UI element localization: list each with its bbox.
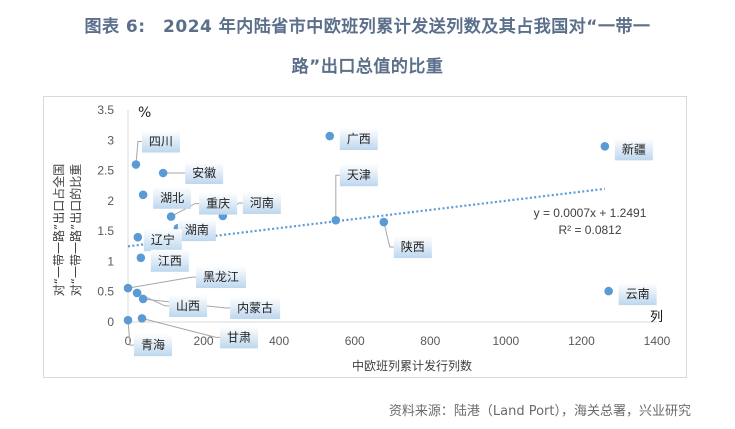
- svg-text:湖北: 湖北: [160, 190, 184, 205]
- x-tick-label: 1200: [568, 334, 595, 348]
- point-label: 青海: [134, 334, 172, 357]
- point-label: 江西: [150, 249, 189, 272]
- y-tick-label: 2: [107, 194, 114, 208]
- y-tick-label: 3: [107, 133, 114, 147]
- data-point: [133, 232, 143, 242]
- point-label: 陕西: [393, 236, 432, 259]
- point-label: 黑龙江: [196, 266, 246, 289]
- svg-text:江西: 江西: [158, 254, 182, 268]
- x-tick-label: 400: [269, 334, 289, 348]
- x-tick-label: 800: [420, 334, 440, 348]
- source-note: 资料来源：陆港（Land Port），海关总署，兴业研究: [388, 404, 691, 419]
- x-tick-label: 1000: [493, 334, 520, 348]
- data-point: [132, 288, 142, 298]
- point-label: 天津: [339, 164, 378, 187]
- data-point: [331, 215, 341, 225]
- y-unit: %: [138, 105, 151, 121]
- y-tick-label: 1: [107, 254, 114, 268]
- point-label: 湖南: [177, 219, 216, 242]
- svg-text:对“一带一路”出口占全国: 对“一带一路”出口占全国: [51, 164, 66, 296]
- point-label: 四川: [141, 130, 180, 153]
- point-label: 甘肃: [219, 326, 258, 349]
- svg-text:天津: 天津: [347, 168, 371, 182]
- x-tick-label: 600: [345, 334, 365, 348]
- x-unit: 列: [650, 310, 663, 325]
- point-label: 内蒙古: [230, 296, 281, 319]
- data-point: [123, 283, 133, 293]
- svg-text:甘肃: 甘肃: [227, 330, 251, 344]
- data-point: [325, 131, 335, 141]
- chart-title-line2: 路”出口总值的比重: [291, 57, 444, 77]
- svg-text:重庆: 重庆: [206, 197, 230, 211]
- svg-text:黑龙江: 黑龙江: [203, 270, 239, 284]
- y-tick-label: 2.5: [97, 164, 114, 178]
- data-point: [604, 286, 613, 296]
- point-label: 重庆: [199, 192, 238, 215]
- point-label: 安徽: [185, 161, 224, 184]
- point-label: 河南: [242, 192, 281, 214]
- svg-text:山西: 山西: [176, 299, 200, 313]
- data-point: [138, 190, 148, 200]
- x-tick-label: 0: [125, 334, 132, 348]
- svg-text:青海: 青海: [141, 337, 165, 352]
- svg-text:内蒙古: 内蒙古: [237, 300, 273, 315]
- data-point: [137, 314, 147, 323]
- svg-text:陕西: 陕西: [401, 239, 425, 254]
- data-point: [600, 142, 610, 151]
- point-label: 山西: [169, 294, 208, 317]
- y-tick-label: 3.5: [97, 103, 114, 117]
- y-tick-label: 0: [107, 315, 114, 329]
- svg-text:辽宁: 辽宁: [151, 232, 175, 247]
- point-label: 湖北: [153, 186, 192, 209]
- data-point: [158, 168, 168, 178]
- data-point: [166, 212, 176, 221]
- svg-text:云南: 云南: [626, 286, 650, 301]
- trend-equation: y = 0.0007x + 1.2491: [534, 206, 647, 220]
- x-tick-label: 1400: [644, 334, 671, 348]
- svg-text:安徽: 安徽: [192, 165, 216, 180]
- trend-r2: R² = 0.0812: [558, 223, 621, 237]
- chart-title-line1: 图表 6: 2024 年内陆省市中欧班列累计发送列数及其占我国对“一带一: [84, 17, 651, 37]
- data-point: [136, 253, 146, 263]
- data-point: [379, 217, 389, 227]
- data-point: [123, 315, 133, 325]
- x-axis-title: 中欧班列累计发行列数: [352, 358, 472, 373]
- y-axis-title: 对“一带一路”出口占全国 对“一带一路”出口的比重: [51, 164, 83, 296]
- data-point: [131, 160, 141, 169]
- svg-text:对“一带一路”出口的比重: 对“一带一路”出口的比重: [68, 164, 83, 296]
- chart-frame: [43, 96, 687, 378]
- point-label: 辽宁: [143, 229, 182, 252]
- svg-text:河南: 河南: [250, 195, 274, 210]
- axes: 0 0.5 1 1.5 2 2.5 3 3.5 0 200 400 600 800 1000 1200 140…: [97, 103, 670, 348]
- svg-text:四川: 四川: [149, 135, 173, 149]
- point-label: 云南: [618, 283, 657, 306]
- y-tick-label: 1.5: [97, 224, 114, 238]
- point-label: 新疆: [614, 138, 653, 161]
- y-tick-label: 0.5: [97, 285, 114, 299]
- svg-text:湖南: 湖南: [185, 222, 209, 237]
- point-label: 广西: [339, 128, 378, 151]
- data-points: [123, 131, 613, 325]
- svg-text:广西: 广西: [347, 132, 371, 146]
- data-point: [138, 294, 148, 304]
- x-tick-label: 200: [194, 334, 214, 348]
- svg-text:新疆: 新疆: [622, 141, 646, 156]
